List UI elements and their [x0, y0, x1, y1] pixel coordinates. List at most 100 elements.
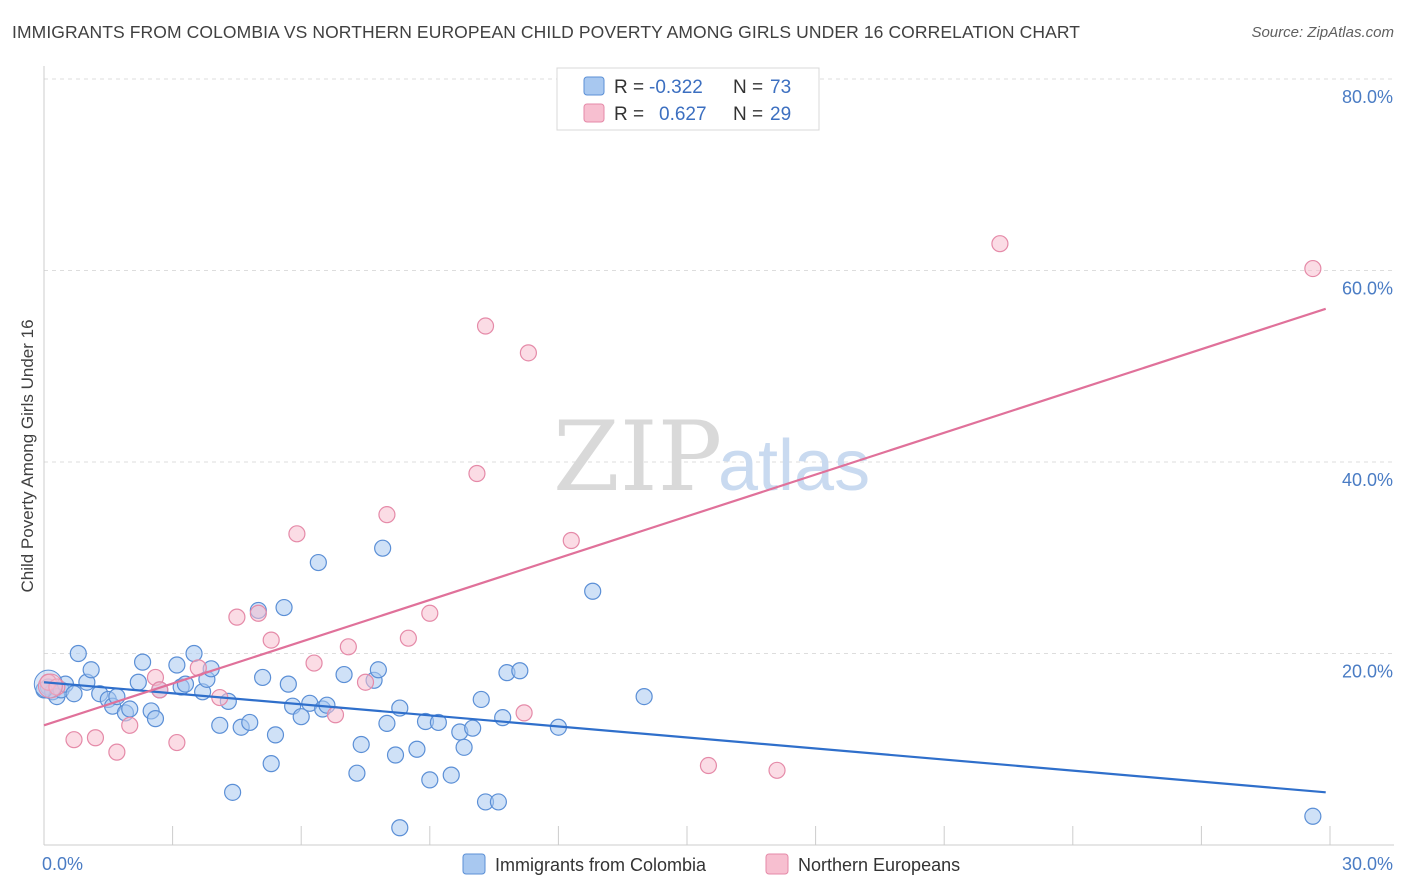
x-tick-label: 30.0% [1342, 854, 1393, 874]
point-colombia [386, 746, 405, 764]
point-northern-europeans [699, 756, 718, 775]
point-colombia [266, 726, 285, 744]
point-colombia [369, 661, 387, 679]
point-colombia [133, 653, 152, 671]
legend-r-value-2: 0.627 [659, 104, 707, 125]
bottom-legend-swatch-blue [462, 853, 486, 875]
point-northern-europeans [515, 704, 533, 722]
point-northern-europeans [421, 604, 439, 622]
correlation-legend: R = -0.322 N = 73 R = 0.627 N = 29 [556, 67, 820, 131]
bottom-legend-label-pink: Northern Europeans [798, 855, 960, 875]
point-colombia [1304, 807, 1322, 825]
grid-lines [44, 78, 1394, 654]
point-northern-europeans [378, 506, 396, 524]
legend-r-label-2: R = [614, 104, 644, 125]
point-colombia [309, 553, 327, 572]
point-northern-europeans [108, 743, 126, 761]
point-colombia [168, 656, 186, 674]
point-colombia [494, 709, 512, 727]
point-colombia [489, 793, 507, 811]
y-tick-labels: 20.0% 40.0% 60.0% 80.0% [1342, 87, 1393, 682]
point-northern-europeans [476, 317, 495, 335]
point-northern-europeans [168, 733, 186, 752]
point-northern-europeans [991, 235, 1009, 253]
point-northern-europeans [305, 654, 323, 672]
point-colombia [279, 675, 297, 693]
point-northern-europeans [399, 629, 417, 647]
point-colombia [262, 755, 280, 773]
legend-n-label-1: N = [733, 77, 763, 98]
point-colombia [348, 764, 366, 782]
point-colombia [472, 690, 490, 709]
series-immigrants-from-colombia [33, 539, 1322, 837]
point-colombia [511, 662, 529, 680]
point-colombia [464, 719, 482, 737]
source-credit: Source: ZipAtlas.com [1251, 24, 1394, 41]
point-colombia [241, 713, 259, 732]
point-colombia [352, 735, 370, 754]
point-colombia [635, 687, 653, 706]
point-northern-europeans [228, 608, 246, 626]
legend-n-value-1: 73 [770, 77, 791, 98]
point-colombia [69, 644, 87, 663]
point-colombia [82, 661, 100, 679]
legend-n-label-2: N = [733, 104, 763, 125]
y-tick-label: 60.0% [1342, 279, 1393, 299]
point-northern-europeans [1304, 259, 1322, 278]
point-northern-europeans [356, 673, 375, 691]
point-colombia [408, 740, 426, 758]
bottom-legend-swatch-pink [765, 853, 789, 875]
point-colombia [442, 766, 460, 784]
legend-n-value-2: 29 [770, 104, 791, 125]
point-northern-europeans [562, 531, 580, 550]
chart-title: IMMIGRANTS FROM COLOMBIA VS NORTHERN EUR… [12, 22, 1081, 42]
point-colombia [121, 700, 139, 718]
legend-swatch-pink [583, 103, 605, 123]
point-colombia [421, 771, 439, 789]
point-northern-europeans [288, 525, 306, 543]
point-northern-europeans [339, 638, 357, 656]
point-northern-europeans [519, 344, 537, 362]
series-legend: Immigrants from Colombia Northern Europe… [462, 853, 960, 875]
watermark-zip: ZIP [553, 401, 722, 513]
point-colombia [254, 668, 272, 687]
point-northern-europeans [249, 604, 267, 622]
point-colombia [275, 598, 293, 617]
y-tick-label: 80.0% [1342, 87, 1393, 107]
point-northern-europeans [121, 716, 139, 734]
watermark-atlas: atlas [718, 426, 870, 506]
point-colombia [378, 714, 396, 732]
point-northern-europeans [326, 706, 345, 724]
point-colombia [224, 783, 242, 801]
point-colombia [65, 685, 83, 703]
point-colombia [584, 582, 602, 600]
point-colombia [129, 673, 147, 691]
axes [43, 66, 1394, 846]
x-tick-labels: 0.0% 30.0% [42, 854, 1393, 874]
y-axis-title: Child Poverty Among Girls Under 16 [18, 319, 37, 592]
trend-line-northern-europeans [43, 307, 1327, 727]
trend-line-colombia [43, 681, 1326, 794]
y-tick-label: 20.0% [1342, 662, 1393, 682]
y-tick-label: 40.0% [1342, 470, 1393, 490]
point-cluster-northern-europeans [37, 673, 63, 699]
legend-r-label-1: R = [614, 77, 644, 98]
trend-lines [43, 307, 1327, 794]
watermark: ZIP atlas [553, 401, 870, 513]
point-colombia [374, 539, 392, 557]
point-colombia [185, 644, 203, 663]
point-colombia [455, 738, 473, 756]
point-colombia [335, 665, 353, 684]
legend-swatch-blue [583, 76, 605, 96]
x-ticks [172, 826, 1331, 845]
point-northern-europeans [468, 464, 486, 483]
point-colombia [146, 710, 165, 728]
point-colombia [391, 819, 409, 837]
x-tick-label: 0.0% [42, 854, 83, 874]
point-colombia [211, 716, 229, 734]
bottom-legend-label-blue: Immigrants from Colombia [495, 855, 707, 875]
point-northern-europeans [86, 729, 105, 747]
point-northern-europeans [768, 761, 786, 779]
point-colombia [292, 708, 310, 726]
